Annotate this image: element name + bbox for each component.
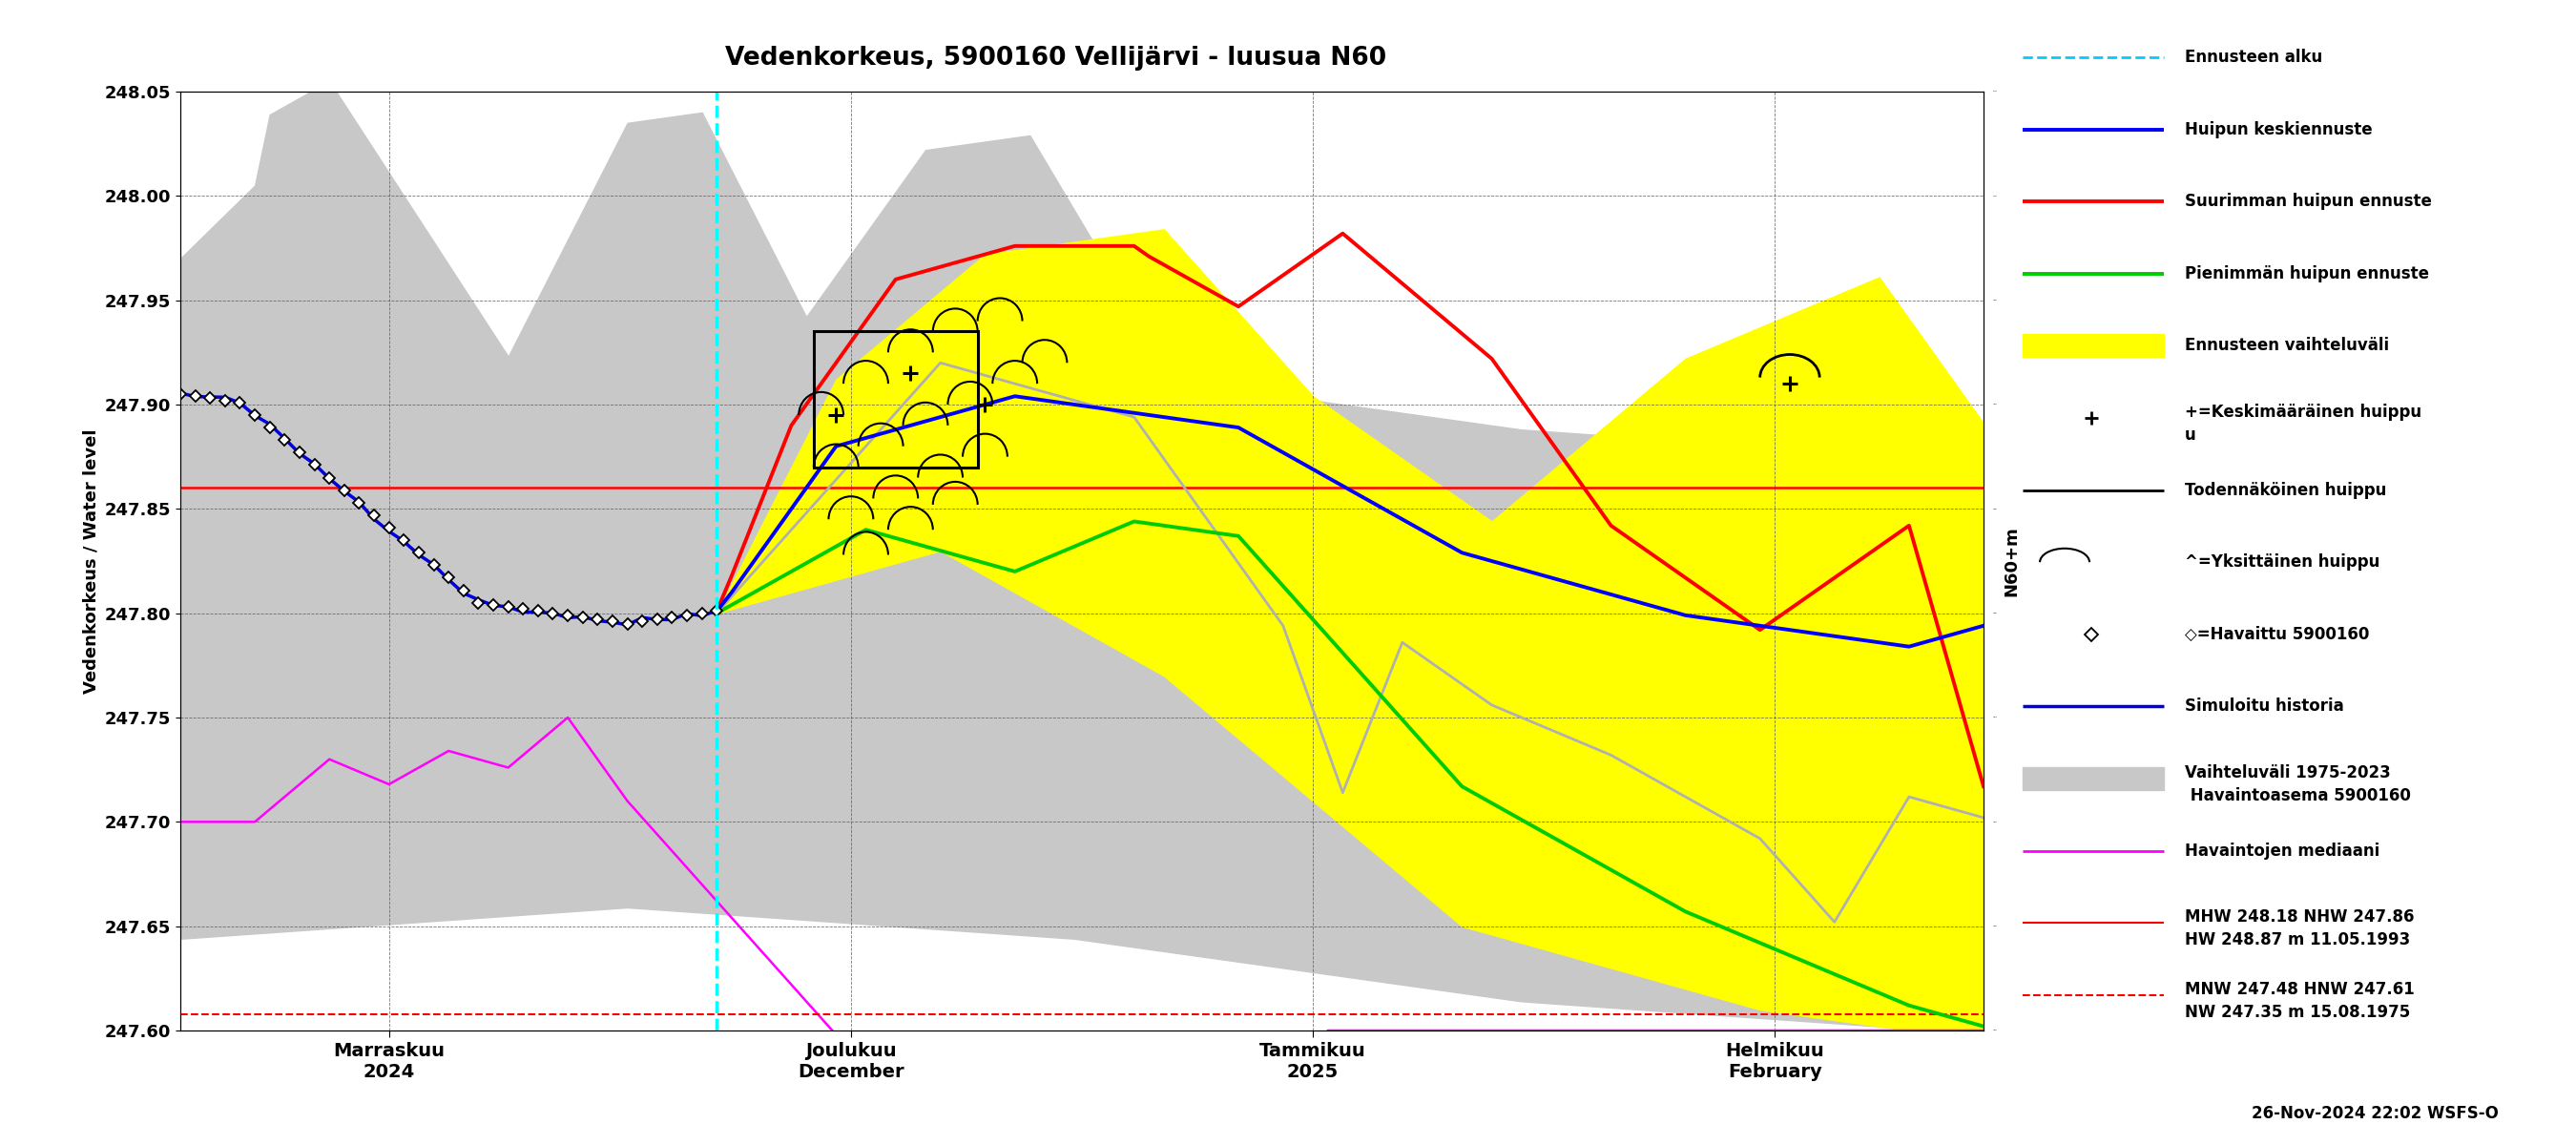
Text: Vedenkorkeus, 5900160 Vellijärvi - luusua N60: Vedenkorkeus, 5900160 Vellijärvi - luusu… [726,46,1386,71]
Y-axis label: N60+m: N60+m [2002,526,2020,597]
Text: Vaihteluväli 1975-2023: Vaihteluväli 1975-2023 [2184,765,2391,782]
Text: HW 248.87 m 11.05.1993: HW 248.87 m 11.05.1993 [2184,932,2411,948]
Text: +=Keskimääräinen huippu: +=Keskimääräinen huippu [2184,403,2421,420]
Text: ^=Yksittäinen huippu: ^=Yksittäinen huippu [2184,554,2380,571]
Text: MNW 247.48 HNW 247.61: MNW 247.48 HNW 247.61 [2184,980,2414,997]
Text: Ennusteen alku: Ennusteen alku [2184,48,2321,65]
Text: MHW 248.18 NHW 247.86: MHW 248.18 NHW 247.86 [2184,909,2414,925]
Text: Ennusteen vaihteluväli: Ennusteen vaihteluväli [2184,337,2388,355]
Text: u: u [2184,426,2195,443]
Text: Pienimmän huipun ennuste: Pienimmän huipun ennuste [2184,266,2429,283]
Text: NW 247.35 m 15.08.1975: NW 247.35 m 15.08.1975 [2184,1003,2411,1021]
Text: Havaintojen mediaani: Havaintojen mediaani [2184,843,2380,860]
Text: ◇=Havaittu 5900160: ◇=Havaittu 5900160 [2184,625,2370,643]
Y-axis label: Vedenkorkeus / Water level: Vedenkorkeus / Water level [82,428,100,694]
Bar [814,332,979,467]
Text: Havaintoasema 5900160: Havaintoasema 5900160 [2184,788,2411,804]
Text: 26-Nov-2024 22:02 WSFS-O: 26-Nov-2024 22:02 WSFS-O [2251,1105,2499,1122]
Text: Huipun keskiennuste: Huipun keskiennuste [2184,120,2372,137]
Text: Todennäköinen huippu: Todennäköinen huippu [2184,481,2385,499]
Text: Suurimman huipun ennuste: Suurimman huipun ennuste [2184,192,2432,211]
Text: Simuloitu historia: Simuloitu historia [2184,697,2344,714]
